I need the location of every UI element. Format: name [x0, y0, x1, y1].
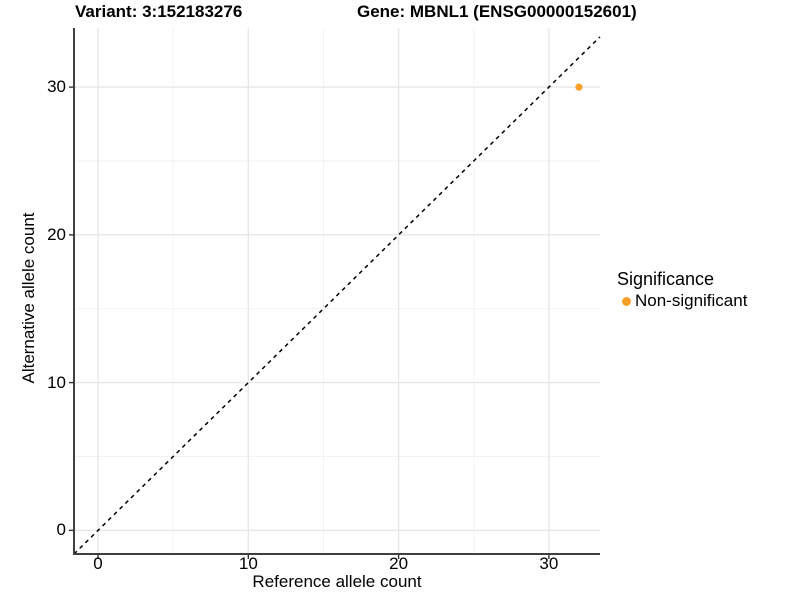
legend-item-label: Non-significant — [635, 291, 748, 310]
x-tick-label: 20 — [389, 554, 409, 573]
data-point — [575, 83, 583, 91]
y-tick-label: 20 — [47, 224, 66, 244]
plot-title-gene: Gene: MBNL1 (ENSG00000152601) — [357, 2, 637, 21]
plot-title-variant: Variant: 3:152183276 — [75, 2, 243, 21]
y-tick-label: 0 — [56, 520, 66, 540]
x-tick-label: 0 — [93, 554, 103, 573]
x-tick-label: 30 — [539, 554, 559, 573]
y-tick-label: 30 — [47, 77, 66, 97]
identity-line — [73, 36, 601, 555]
x-tick-label: 10 — [238, 554, 258, 573]
x-axis-title: Reference allele count — [252, 572, 422, 591]
legend-item: Non-significant — [617, 291, 747, 311]
legend-dot-icon — [621, 296, 631, 306]
legend-items: Non-significant — [617, 291, 747, 311]
legend: Significance Non-significant — [617, 269, 747, 311]
y-tick-label: 10 — [47, 372, 66, 392]
legend-title: Significance — [617, 269, 715, 289]
legend-key — [617, 292, 635, 310]
